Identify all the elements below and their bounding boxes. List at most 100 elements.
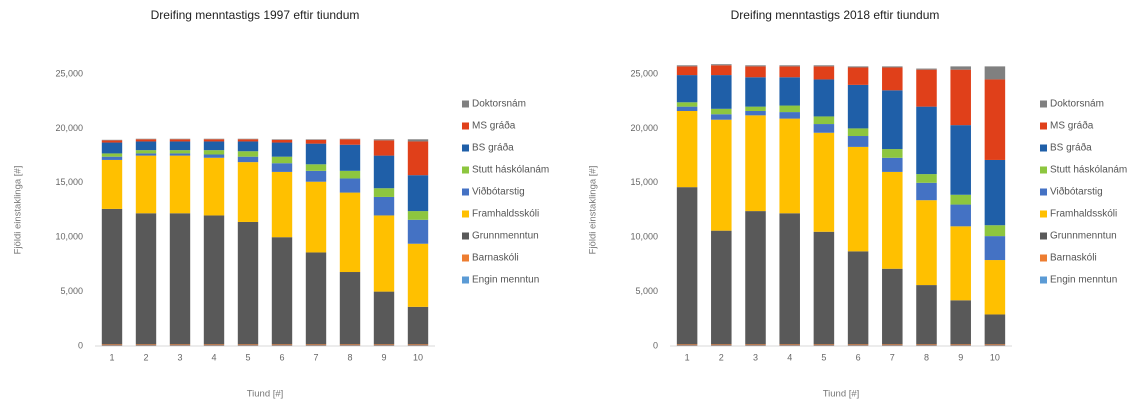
bar-segment xyxy=(407,139,429,142)
bar-segment xyxy=(373,155,395,189)
bar-segment xyxy=(813,66,835,80)
legend-label: Grunnmenntun xyxy=(1050,231,1117,242)
bar-segment xyxy=(169,345,191,346)
y-tick-label: 10,000 xyxy=(630,232,658,242)
chart-title: Dreifing menntastigs 1997 eftir tiundum xyxy=(151,8,360,22)
legend-label: Viðbótarstig xyxy=(1050,186,1103,198)
x-tick-label: 2 xyxy=(143,352,148,362)
legend-swatch xyxy=(462,210,469,218)
y-tick-label: 25,000 xyxy=(630,68,658,78)
x-tick-label: 9 xyxy=(958,352,963,362)
y-tick-label: 5,000 xyxy=(60,286,83,296)
bar-segment xyxy=(135,138,157,140)
bar-segment xyxy=(916,68,937,70)
bar-segment xyxy=(813,231,835,345)
legend-label: Framhaldsskóli xyxy=(1050,209,1117,220)
x-tick-label: 8 xyxy=(347,352,352,362)
bar-segment xyxy=(676,102,698,107)
y-axis-label: Fjöldi einstaklinga [#] xyxy=(13,166,24,255)
bar-segment xyxy=(847,344,869,346)
bar-segment xyxy=(779,65,800,67)
bar-segment xyxy=(271,171,293,238)
bar-segment xyxy=(847,66,869,68)
bar-segment xyxy=(373,139,395,141)
x-tick-label: 3 xyxy=(753,352,758,362)
bar-segment xyxy=(305,170,327,182)
bar-segment xyxy=(711,65,732,76)
x-tick-label: 7 xyxy=(890,352,895,362)
bar-segment xyxy=(271,237,293,345)
bar-segment xyxy=(339,139,361,145)
legend-label: MS gráða xyxy=(472,120,516,132)
bar-segment xyxy=(882,66,903,68)
legend-label: Engin menntun xyxy=(472,275,539,286)
bar-segment xyxy=(745,77,766,107)
bar-segment xyxy=(711,345,732,346)
y-tick-label: 0 xyxy=(78,340,83,350)
bar-segment xyxy=(882,345,903,346)
bar-segment xyxy=(813,124,835,133)
bar-segment xyxy=(101,156,123,160)
bar-segment xyxy=(101,153,123,157)
bar-segment xyxy=(135,213,157,345)
bar-segment xyxy=(813,344,835,346)
bar-segment xyxy=(711,114,732,120)
bar-segment xyxy=(203,345,225,346)
bar-segment xyxy=(711,119,732,231)
bar-segment xyxy=(101,345,123,346)
y-axis-label: Fjöldi einstaklinga [#] xyxy=(588,166,599,255)
bar-segment xyxy=(916,106,937,175)
bar-segment xyxy=(847,136,869,147)
bar-segment xyxy=(407,306,429,345)
bar-segment xyxy=(339,170,361,179)
bar-segment xyxy=(237,138,259,140)
bar-segment xyxy=(135,345,157,346)
bar-segment xyxy=(237,344,259,346)
legend-swatch xyxy=(1040,276,1047,284)
bar-segment xyxy=(237,156,259,163)
bar-segment xyxy=(745,66,766,78)
bar-segment xyxy=(950,66,971,70)
bar-segment xyxy=(779,66,800,78)
bar-segment xyxy=(237,345,259,346)
bar-segment xyxy=(203,141,225,151)
bar-segment xyxy=(882,268,903,345)
bar-segment xyxy=(203,138,225,140)
bar-segment xyxy=(169,141,191,151)
bar-segment xyxy=(847,84,869,129)
x-tick-label: 6 xyxy=(279,352,284,362)
x-tick-label: 7 xyxy=(313,352,318,362)
legend-label: Doktorsnám xyxy=(1050,99,1104,110)
legend-swatch xyxy=(1040,210,1047,218)
bar-segment xyxy=(813,65,835,67)
bar-segment xyxy=(135,139,157,142)
bar-segment xyxy=(203,215,225,345)
bar-segment xyxy=(676,345,698,346)
bar-segment xyxy=(135,153,157,156)
legend-swatch xyxy=(462,122,469,130)
bar-segment xyxy=(950,226,971,301)
bar-segment xyxy=(305,252,327,345)
bar-segment xyxy=(101,159,123,209)
bar-segment xyxy=(373,291,395,345)
bar-segment xyxy=(169,138,191,140)
bar-segment xyxy=(169,344,191,346)
legend-label: BS gráða xyxy=(472,142,514,154)
legend-label: Stutt háskólanám xyxy=(1050,165,1127,176)
legend-swatch xyxy=(462,276,469,284)
bar-segment xyxy=(339,178,361,193)
bar-segment xyxy=(779,105,800,113)
x-tick-label: 6 xyxy=(856,352,861,362)
legend-label: MS gráða xyxy=(1050,120,1094,132)
bar-segment xyxy=(373,344,395,346)
bar-segment xyxy=(373,188,395,197)
y-tick-label: 20,000 xyxy=(630,123,658,133)
bar-segment xyxy=(847,67,869,85)
bar-segment xyxy=(237,151,259,157)
bar-segment xyxy=(779,344,800,346)
bar-segment xyxy=(169,153,191,156)
bar-segment xyxy=(984,236,1006,261)
x-tick-label: 2 xyxy=(719,352,724,362)
bar-segment xyxy=(373,215,395,292)
